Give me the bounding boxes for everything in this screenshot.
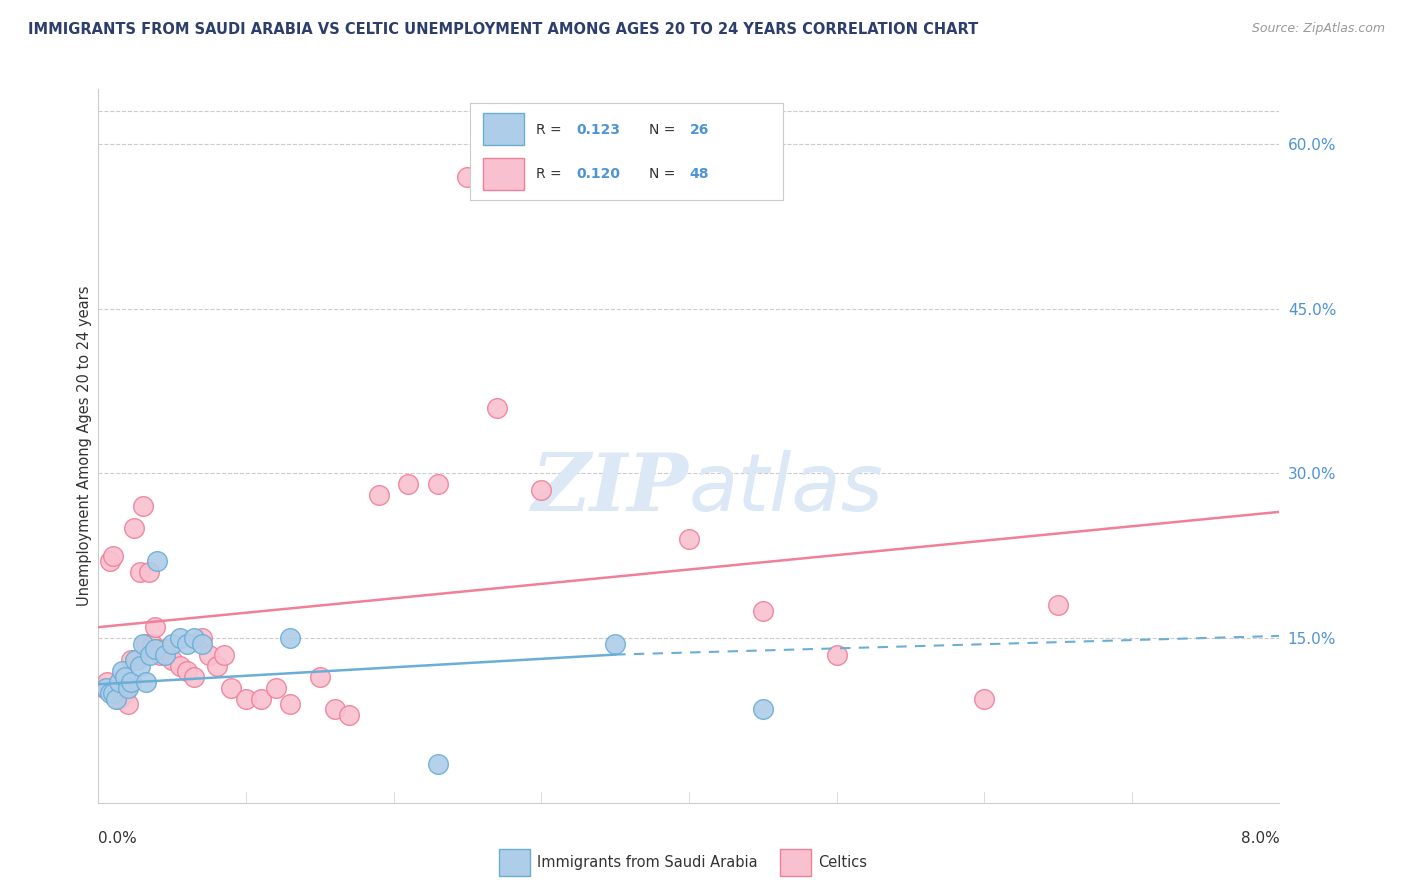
Point [117,681,139,695]
Point [139,648,162,662]
Point [114,669,136,683]
Text: Celtics: Celtics [818,855,868,870]
Point [486,401,509,415]
Point [198,648,221,662]
Text: Immigrants from Saudi Arabia: Immigrants from Saudi Arabia [537,855,758,870]
Point [169,658,191,673]
Point [264,681,287,695]
Point [103,549,125,563]
Point [308,669,332,683]
Point [751,702,773,716]
Point [125,653,148,667]
Point [278,631,302,645]
Text: IMMIGRANTS FROM SAUDI ARABIA VS CELTIC UNEMPLOYMENT AMONG AGES 20 TO 24 YEARS CO: IMMIGRANTS FROM SAUDI ARABIA VS CELTIC U… [28,22,979,37]
Point [98,686,121,700]
Point [825,648,848,662]
Point [108,691,131,706]
Point [111,686,134,700]
Point [605,637,627,651]
Point [138,566,160,580]
Point [122,521,145,535]
Point [456,169,478,184]
Point [396,477,419,491]
Point [678,533,700,547]
Point [176,637,198,651]
Text: atlas: atlas [689,450,884,528]
Point [132,637,155,651]
Point [108,675,131,690]
Text: 0.0%: 0.0% [98,831,138,847]
Point [973,691,995,706]
Point [205,658,228,673]
Point [149,648,172,662]
Text: Source: ZipAtlas.com: Source: ZipAtlas.com [1251,22,1385,36]
Point [235,691,257,706]
Point [1046,598,1069,612]
Point [135,637,157,651]
Point [120,675,142,690]
Point [751,604,773,618]
Point [128,566,150,580]
Point [323,702,346,716]
Point [183,631,205,645]
Point [530,483,553,497]
Point [426,477,449,491]
Point [105,691,128,706]
Text: 8.0%: 8.0% [1240,831,1279,847]
Point [120,653,142,667]
Point [143,642,166,657]
Point [96,675,118,690]
Point [103,686,125,700]
Point [93,681,115,695]
Point [278,697,302,711]
Point [169,631,191,645]
Point [191,637,214,651]
Point [337,708,360,723]
Point [146,554,169,568]
Point [183,669,205,683]
Point [367,488,389,502]
Point [153,648,176,662]
Point [105,686,128,700]
Point [219,681,242,695]
Point [162,637,183,651]
Point [212,648,235,662]
Text: ZIP: ZIP [531,450,689,527]
Point [143,620,166,634]
Point [162,653,183,667]
Point [128,658,150,673]
Point [114,686,136,700]
Point [141,637,163,651]
Point [94,681,117,695]
Point [124,653,146,667]
Point [132,500,155,514]
Point [98,554,121,568]
Point [250,691,273,706]
Y-axis label: Unemployment Among Ages 20 to 24 years: Unemployment Among Ages 20 to 24 years [77,285,91,607]
Point [153,642,176,657]
Point [117,697,139,711]
Point [146,642,169,657]
Point [426,757,449,772]
Point [176,664,198,678]
Point [135,675,157,690]
Point [191,631,214,645]
Point [111,664,134,678]
